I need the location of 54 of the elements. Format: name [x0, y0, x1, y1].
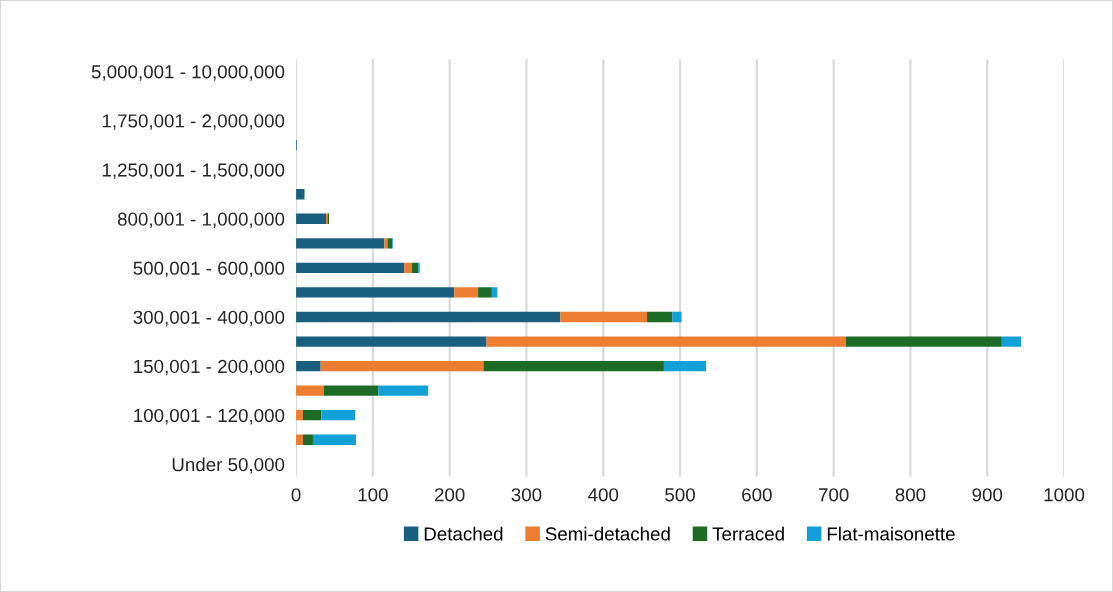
- bar: [845, 336, 1002, 347]
- y-tick-label: Under 50,000: [172, 457, 285, 474]
- y-tick-label: 150,001 - 200,000: [134, 359, 285, 376]
- x-tick-label: 400: [588, 488, 619, 502]
- bar: [296, 287, 455, 298]
- bar: [483, 360, 664, 372]
- legend-label: Detached: [424, 526, 503, 541]
- x-tick-label: 800: [895, 488, 926, 502]
- legend-label: Flat-maisonette: [827, 526, 955, 541]
- bar: [384, 238, 388, 249]
- bar: [412, 262, 419, 274]
- bar: [647, 311, 673, 323]
- bar: [312, 434, 356, 445]
- bar: [296, 336, 487, 347]
- bar: [296, 360, 321, 372]
- bar: [321, 410, 356, 421]
- bar: [491, 287, 498, 298]
- y-tick-label: 800,001 - 1,000,000: [117, 212, 285, 228]
- bar: [302, 434, 313, 445]
- bar: [320, 360, 484, 372]
- x-tick-label: 0: [291, 488, 301, 502]
- bar: [296, 213, 327, 224]
- y-tick-label: 5,000,001 - 10,000,000: [91, 65, 285, 81]
- x-tick-label: 900: [972, 488, 1003, 502]
- bar: [302, 410, 322, 421]
- bar: [404, 262, 413, 274]
- x-tick-label: 600: [742, 488, 772, 502]
- bar: [323, 385, 379, 396]
- bar: [663, 360, 707, 372]
- y-tick-label: 500,001 - 600,000: [133, 261, 285, 278]
- bar: [672, 311, 682, 323]
- bar: [378, 385, 429, 396]
- x-tick-label: 700: [818, 488, 849, 502]
- bar: [296, 385, 324, 396]
- bar: [560, 311, 648, 323]
- x-tick-label: 100: [358, 488, 388, 502]
- legend-label: Semi-detached: [545, 526, 670, 541]
- bar: [387, 238, 393, 249]
- y-tick-label: 300,001 - 400,000: [133, 310, 285, 327]
- bar: [486, 336, 846, 347]
- bar: [296, 238, 385, 249]
- x-tick-label: 500: [665, 488, 695, 502]
- x-tick-label: 300: [511, 488, 542, 502]
- bar: [478, 287, 492, 298]
- bar: [296, 311, 561, 323]
- x-tick-label: 1000: [1044, 488, 1085, 502]
- x-tick-label: 200: [434, 488, 465, 502]
- y-tick-label: 1,750,001 - 2,000,000: [102, 114, 285, 130]
- y-tick-label: 100,001 - 120,000: [134, 408, 285, 425]
- legend-label: Terraced: [712, 526, 784, 541]
- bar: [1001, 336, 1022, 347]
- bar: [454, 287, 479, 298]
- bar: [296, 262, 405, 274]
- y-tick-label: 1,250,001 - 1,500,000: [102, 163, 285, 179]
